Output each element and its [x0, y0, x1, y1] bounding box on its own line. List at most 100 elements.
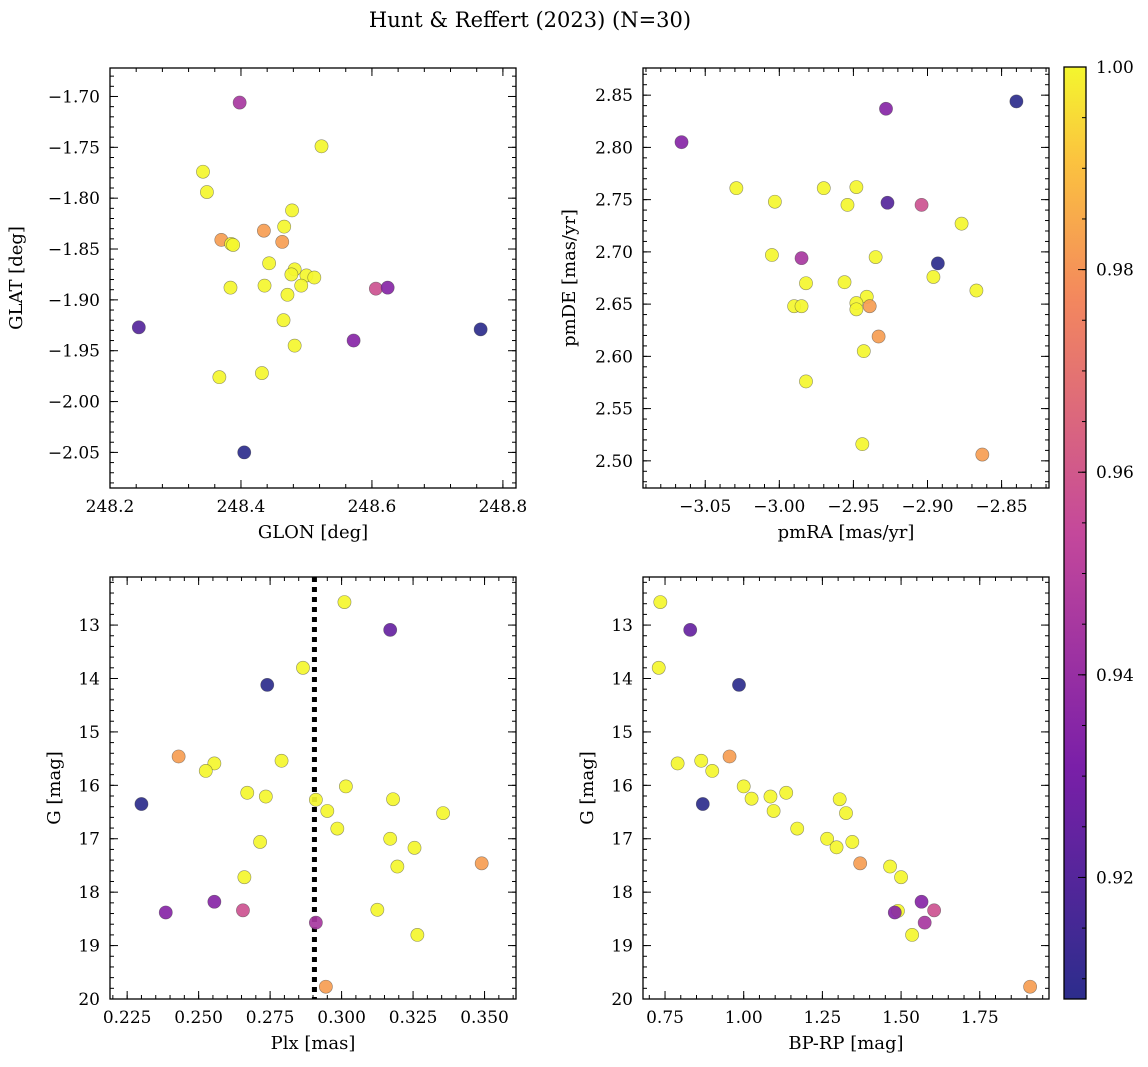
- y-tick-label: 2.75: [595, 191, 633, 211]
- colorbar-tick-label: 0.96: [1096, 463, 1134, 483]
- x-tick-label: 0.275: [246, 1008, 295, 1028]
- data-point: [845, 835, 860, 849]
- y-tick-label: 2.50: [595, 452, 633, 472]
- colorbar-tick-label: 1.00: [1096, 58, 1134, 78]
- data-point: [330, 821, 345, 836]
- data-point: [880, 195, 895, 210]
- data-point: [763, 789, 778, 804]
- x-tick-label: −2.90: [901, 497, 953, 517]
- axes-frame: [109, 67, 517, 489]
- y-tick-label: 2.60: [595, 347, 633, 367]
- data-point: [260, 678, 275, 692]
- data-point: [255, 366, 269, 380]
- data-point: [338, 779, 353, 794]
- data-point: [829, 840, 844, 855]
- data-point: [223, 280, 238, 295]
- data-point: [258, 789, 273, 804]
- data-point: [134, 797, 149, 811]
- data-point: [816, 181, 831, 196]
- y-tick-label: 18: [611, 883, 633, 903]
- data-point: [653, 595, 668, 610]
- y-tick-label: 14: [611, 669, 633, 689]
- data-point: [837, 275, 852, 290]
- data-point: [839, 806, 853, 821]
- data-point: [308, 915, 323, 930]
- data-point: [308, 792, 323, 807]
- y-axis-label: G [mag]: [577, 751, 598, 824]
- data-point: [436, 806, 450, 821]
- data-point: [198, 764, 213, 778]
- x-tick-label: 1.00: [725, 1008, 763, 1028]
- x-tick-label: 0.250: [174, 1008, 223, 1028]
- y-axis-label: GLAT [deg]: [6, 226, 27, 330]
- x-axis-label: Plx [mas]: [271, 1033, 356, 1054]
- x-axis-label: GLON [deg]: [258, 522, 368, 543]
- data-point: [256, 223, 271, 238]
- data-point: [158, 905, 173, 920]
- data-point: [346, 333, 361, 348]
- x-tick-label: 0.225: [103, 1008, 152, 1028]
- data-point: [275, 234, 290, 249]
- y-tick-label: −2.05: [48, 443, 100, 463]
- data-point: [736, 779, 751, 794]
- data-point: [237, 445, 252, 460]
- data-point: [368, 281, 383, 296]
- data-point: [262, 256, 277, 271]
- y-tick-label: −1.80: [48, 189, 100, 209]
- data-point: [926, 270, 941, 284]
- y-tick-label: 15: [611, 723, 633, 743]
- y-tick-label: 19: [611, 937, 633, 957]
- data-point: [799, 276, 813, 291]
- y-tick-label: −1.90: [48, 291, 100, 311]
- data-point: [779, 785, 794, 800]
- x-tick-label: 248.2: [86, 497, 135, 517]
- data-point: [240, 785, 255, 800]
- data-point: [383, 831, 398, 846]
- data-point: [732, 678, 746, 692]
- data-point: [337, 595, 352, 610]
- x-tick-label: 248.6: [348, 497, 397, 517]
- data-point: [380, 280, 395, 295]
- data-point: [274, 753, 289, 768]
- y-tick-label: −2.00: [48, 393, 100, 413]
- panel-parallax-magnitude: 0.225 0.250 0.275 0.300 0.325 0.350 13 14 15 16 17…: [44, 576, 517, 1054]
- y-tick-label: 19: [78, 937, 100, 957]
- x-tick-label: −2.85: [976, 497, 1028, 517]
- data-point: [276, 313, 291, 328]
- y-tick-label: 2.55: [595, 400, 633, 420]
- data-point: [849, 302, 864, 317]
- data-point: [253, 835, 268, 849]
- data-point: [862, 299, 877, 314]
- minor-ticks: [643, 577, 1049, 1000]
- data-point: [871, 329, 886, 344]
- data-point: [832, 792, 847, 807]
- data-point: [794, 251, 809, 266]
- y-tick-label: 14: [78, 669, 100, 689]
- data-point: [799, 374, 813, 389]
- data-point: [927, 903, 942, 918]
- y-tick-label: −1.75: [48, 138, 100, 158]
- data-point: [722, 749, 737, 764]
- data-point: [287, 338, 302, 353]
- y-tick-label: 2.65: [595, 295, 633, 315]
- data-point: [314, 139, 329, 154]
- y-tick-label: 20: [611, 990, 633, 1010]
- y-tick-label: 17: [78, 830, 100, 850]
- data-point: [651, 660, 666, 675]
- y-tick-label: 13: [78, 616, 100, 636]
- data-point: [914, 197, 929, 212]
- data-point: [196, 164, 210, 179]
- data-point: [1023, 979, 1038, 994]
- y-tick-label: 17: [611, 830, 633, 850]
- data-point: [883, 859, 897, 874]
- data-point: [207, 894, 222, 909]
- data-point: [853, 856, 868, 871]
- data-point: [277, 219, 292, 234]
- data-point: [767, 194, 782, 209]
- data-point: [285, 203, 299, 218]
- y-tick-label: 20: [78, 990, 100, 1010]
- x-axis-label: pmRA [mas/yr]: [778, 522, 915, 543]
- data-point: [390, 859, 405, 874]
- data-point: [744, 791, 759, 806]
